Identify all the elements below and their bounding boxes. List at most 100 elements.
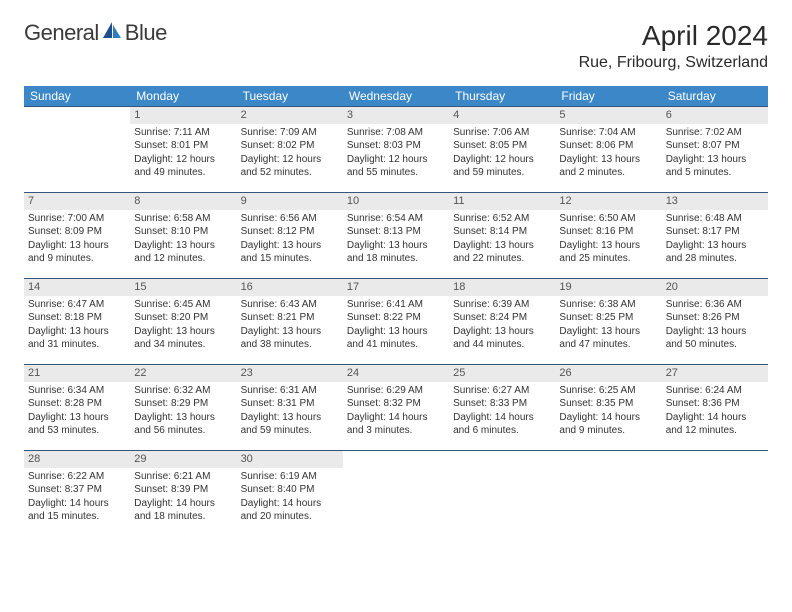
location: Rue, Fribourg, Switzerland	[579, 54, 768, 72]
daylight-line: Daylight: 13 hours and 28 minutes.	[666, 239, 764, 266]
weekday-tuesday: Tuesday	[237, 86, 343, 107]
sunrise-line: Sunrise: 6:58 AM	[134, 212, 232, 226]
sunrise-line: Sunrise: 6:31 AM	[241, 384, 339, 398]
day-cell: 27 Sunrise: 6:24 AMSunset: 8:36 PMDayligh…	[662, 365, 768, 451]
daylight-line: Daylight: 13 hours and 53 minutes.	[28, 411, 126, 438]
brand-logo: General Blue	[24, 20, 167, 46]
sunset-line: Sunset: 8:36 PM	[666, 397, 764, 411]
day-cell: 17Sunrise: 6:41 AMSunset: 8:22 PMDayligh…	[343, 279, 449, 365]
calendar-body: 1Sunrise: 7:11 AMSunset: 8:01 PMDaylight…	[24, 107, 768, 537]
day-number: 30	[237, 451, 343, 468]
day-cell: 12Sunrise: 6:50 AMSunset: 8:16 PMDayligh…	[555, 193, 661, 279]
daylight-line: Daylight: 13 hours and 12 minutes.	[134, 239, 232, 266]
sunset-line: Sunset: 8:12 PM	[241, 225, 339, 239]
sunset-line: Sunset: 8:16 PM	[559, 225, 657, 239]
sunrise-line: Sunrise: 6:38 AM	[559, 298, 657, 312]
sunrise-line: Sunrise: 6:52 AM	[453, 212, 551, 226]
daylight-line: Daylight: 12 hours and 59 minutes.	[453, 153, 551, 180]
sunset-line: Sunset: 8:14 PM	[453, 225, 551, 239]
header: General Blue April 2024 Rue, Fribourg, S…	[24, 20, 768, 72]
day-cell: 7Sunrise: 7:00 AMSunset: 8:09 PMDaylight…	[24, 193, 130, 279]
sunset-line: Sunset: 8:26 PM	[666, 311, 764, 325]
weekday-monday: Monday	[130, 86, 236, 107]
sunrise-line: Sunrise: 6:36 AM	[666, 298, 764, 312]
sunset-line: Sunset: 8:39 PM	[134, 483, 232, 497]
daylight-line: Daylight: 13 hours and 22 minutes.	[453, 239, 551, 266]
sunset-line: Sunset: 8:25 PM	[559, 311, 657, 325]
sunset-line: Sunset: 8:32 PM	[347, 397, 445, 411]
sunrise-line: Sunrise: 7:06 AM	[453, 126, 551, 140]
sunrise-line: Sunrise: 6:39 AM	[453, 298, 551, 312]
calendar-table: Sunday Monday Tuesday Wednesday Thursday…	[24, 86, 768, 537]
day-number: 27	[662, 365, 768, 382]
sunset-line: Sunset: 8:37 PM	[28, 483, 126, 497]
day-cell: 15Sunrise: 6:45 AMSunset: 8:20 PMDayligh…	[130, 279, 236, 365]
daylight-line: Daylight: 14 hours and 9 minutes.	[559, 411, 657, 438]
sunrise-line: Sunrise: 7:11 AM	[134, 126, 232, 140]
sunrise-line: Sunrise: 6:34 AM	[28, 384, 126, 398]
sunrise-line: Sunrise: 7:00 AM	[28, 212, 126, 226]
sunrise-line: Sunrise: 6:47 AM	[28, 298, 126, 312]
daylight-line: Daylight: 13 hours and 59 minutes.	[241, 411, 339, 438]
day-cell: 24Sunrise: 6:29 AMSunset: 8:32 PMDayligh…	[343, 365, 449, 451]
day-number: 10	[343, 193, 449, 210]
day-cell: 9Sunrise: 6:56 AMSunset: 8:12 PMDaylight…	[237, 193, 343, 279]
sunrise-line: Sunrise: 7:08 AM	[347, 126, 445, 140]
sunrise-line: Sunrise: 7:09 AM	[241, 126, 339, 140]
calendar-page: General Blue April 2024 Rue, Fribourg, S…	[0, 0, 792, 557]
sunset-line: Sunset: 8:09 PM	[28, 225, 126, 239]
day-number: 24	[343, 365, 449, 382]
day-number: 29	[130, 451, 236, 468]
day-number: 16	[237, 279, 343, 296]
sunset-line: Sunset: 8:28 PM	[28, 397, 126, 411]
daylight-line: Daylight: 12 hours and 49 minutes.	[134, 153, 232, 180]
brand-name-1: General	[24, 20, 99, 46]
day-number: 19	[555, 279, 661, 296]
day-cell	[24, 107, 130, 193]
daylight-line: Daylight: 13 hours and 44 minutes.	[453, 325, 551, 352]
day-number: 1	[130, 107, 236, 124]
day-cell: 8Sunrise: 6:58 AMSunset: 8:10 PMDaylight…	[130, 193, 236, 279]
day-cell	[343, 451, 449, 537]
daylight-line: Daylight: 14 hours and 18 minutes.	[134, 497, 232, 524]
daylight-line: Daylight: 14 hours and 6 minutes.	[453, 411, 551, 438]
day-cell: 18Sunrise: 6:39 AMSunset: 8:24 PMDayligh…	[449, 279, 555, 365]
day-number: 28	[24, 451, 130, 468]
day-number: 22	[130, 365, 236, 382]
sunrise-line: Sunrise: 6:22 AM	[28, 470, 126, 484]
day-cell: 26Sunrise: 6:25 AMSunset: 8:35 PMDayligh…	[555, 365, 661, 451]
day-cell: 30 Sunrise: 6:19 AMSunset: 8:40 PMDayligh…	[237, 451, 343, 537]
daylight-line: Daylight: 14 hours and 3 minutes.	[347, 411, 445, 438]
day-cell: 3Sunrise: 7:08 AMSunset: 8:03 PMDaylight…	[343, 107, 449, 193]
day-cell	[662, 451, 768, 537]
day-number: 3	[343, 107, 449, 124]
weekday-saturday: Saturday	[662, 86, 768, 107]
sunset-line: Sunset: 8:35 PM	[559, 397, 657, 411]
sunrise-line: Sunrise: 6:54 AM	[347, 212, 445, 226]
day-number: 17	[343, 279, 449, 296]
sunset-line: Sunset: 8:06 PM	[559, 139, 657, 153]
day-number: 8	[130, 193, 236, 210]
sunrise-line: Sunrise: 6:24 AM	[666, 384, 764, 398]
day-cell	[449, 451, 555, 537]
day-number: 13	[662, 193, 768, 210]
day-number: 18	[449, 279, 555, 296]
week-row: 21Sunrise: 6:34 AMSunset: 8:28 PMDayligh…	[24, 365, 768, 451]
sunset-line: Sunset: 8:40 PM	[241, 483, 339, 497]
day-cell: 1Sunrise: 7:11 AMSunset: 8:01 PMDaylight…	[130, 107, 236, 193]
weekday-friday: Friday	[555, 86, 661, 107]
sunrise-line: Sunrise: 6:25 AM	[559, 384, 657, 398]
daylight-line: Daylight: 14 hours and 12 minutes.	[666, 411, 764, 438]
daylight-line: Daylight: 12 hours and 52 minutes.	[241, 153, 339, 180]
sunrise-line: Sunrise: 6:19 AM	[241, 470, 339, 484]
daylight-line: Daylight: 14 hours and 20 minutes.	[241, 497, 339, 524]
sunset-line: Sunset: 8:17 PM	[666, 225, 764, 239]
sunrise-line: Sunrise: 7:02 AM	[666, 126, 764, 140]
daylight-line: Daylight: 13 hours and 2 minutes.	[559, 153, 657, 180]
sunset-line: Sunset: 8:05 PM	[453, 139, 551, 153]
day-number: 6	[662, 107, 768, 124]
day-cell: 14Sunrise: 6:47 AMSunset: 8:18 PMDayligh…	[24, 279, 130, 365]
day-cell	[555, 451, 661, 537]
day-number: 20	[662, 279, 768, 296]
month-title: April 2024	[579, 20, 768, 52]
